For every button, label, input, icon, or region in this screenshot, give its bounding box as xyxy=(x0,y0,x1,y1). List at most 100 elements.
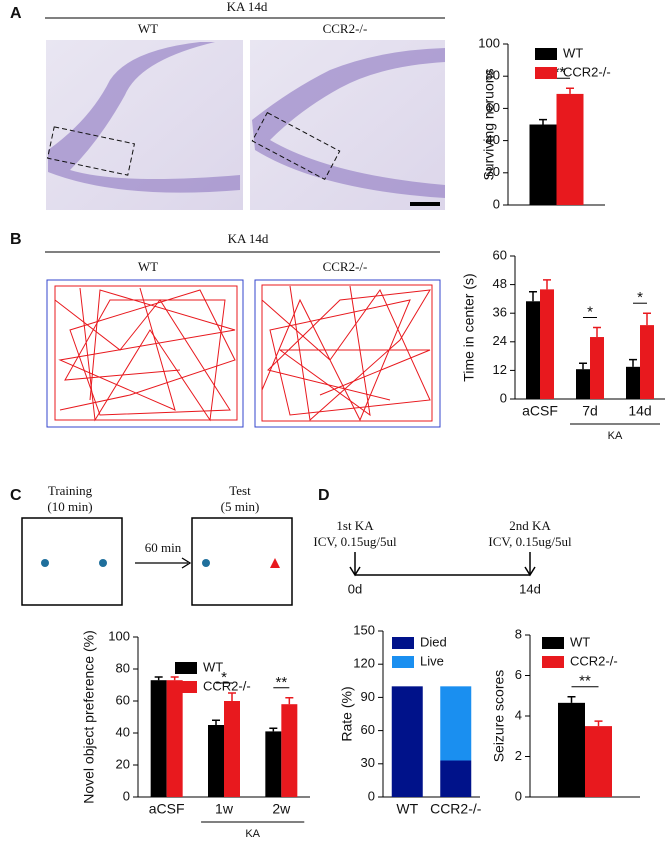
error-bar xyxy=(593,326,601,338)
y-tick-label: 20 xyxy=(486,164,500,179)
y-tick-label: 12 xyxy=(493,362,507,377)
significance-label: * xyxy=(637,289,643,306)
timeline-text: 1st KA xyxy=(336,518,374,533)
y-tick-label: 30 xyxy=(361,755,375,770)
y-tick-label: 48 xyxy=(493,276,507,291)
error-bar xyxy=(579,362,587,370)
y-tick-label: 40 xyxy=(116,724,130,739)
error-bar xyxy=(629,358,637,367)
timeline-text: ICV, 0.15ug/5ul xyxy=(313,534,397,549)
diagram-text: (10 min) xyxy=(47,499,92,514)
y-tick-label: 0 xyxy=(123,788,130,803)
y-tick-label: 120 xyxy=(353,656,375,671)
y-tick-label: 2 xyxy=(515,748,522,763)
error-bar xyxy=(529,291,537,302)
legend-label: CCR2-/- xyxy=(203,678,251,693)
bar xyxy=(529,124,557,205)
image-label: CCR2-/- xyxy=(323,21,368,36)
y-tick-label: 100 xyxy=(478,35,500,50)
legend-swatch xyxy=(535,48,557,60)
legend-swatch xyxy=(392,656,414,668)
timeline-text: 2nd KA xyxy=(509,518,551,533)
error-bar xyxy=(269,727,278,732)
group-label: KA xyxy=(245,828,260,840)
y-tick-label: 0 xyxy=(500,390,507,405)
significance-label: * xyxy=(221,669,227,686)
legend-label: CCR2-/- xyxy=(570,653,618,668)
error-bar xyxy=(594,720,603,727)
y-tick-label: 80 xyxy=(486,68,500,83)
legend-label: Live xyxy=(420,653,444,668)
y-tick-label: 40 xyxy=(486,132,500,147)
x-tick-label: aCSF xyxy=(522,403,558,419)
image-title: KA 14d xyxy=(228,231,269,246)
bar-segment xyxy=(440,686,472,761)
group-label: KA xyxy=(608,430,623,442)
bar xyxy=(224,701,240,797)
x-tick-label: WT xyxy=(396,801,418,817)
y-tick-label: 60 xyxy=(361,722,375,737)
bar-segment xyxy=(440,760,472,797)
panel-label: D xyxy=(318,487,330,504)
legend-swatch xyxy=(535,67,557,79)
error-bar xyxy=(566,87,574,94)
timeline-text: ICV, 0.15ug/5ul xyxy=(488,534,572,549)
y-tick-label: 60 xyxy=(486,100,500,115)
track-plots xyxy=(46,279,441,428)
x-tick-label: aCSF xyxy=(149,801,185,817)
significance-label: ** xyxy=(275,674,287,691)
bar xyxy=(166,680,183,797)
y-tick-label: 0 xyxy=(493,196,500,211)
error-bar xyxy=(539,118,547,125)
image-label: WT xyxy=(138,259,158,274)
image-label: WT xyxy=(138,21,158,36)
y-tick-label: 8 xyxy=(515,626,522,641)
error-bar xyxy=(643,312,651,326)
x-tick-label: 2w xyxy=(272,801,291,817)
y-tick-label: 6 xyxy=(515,667,522,682)
y-tick-label: 36 xyxy=(493,305,507,320)
bar xyxy=(556,93,584,205)
novel-object-diagram: Training (10 min) 60 min Test (5 min) xyxy=(21,483,293,606)
diagram-text: Training xyxy=(48,483,93,498)
legend-label: WT xyxy=(563,45,583,60)
y-tick-label: 150 xyxy=(353,622,375,637)
diagram-text: Test xyxy=(229,483,251,498)
y-axis-label: Rate (%) xyxy=(339,686,355,741)
y-tick-label: 60 xyxy=(493,247,507,262)
y-tick-label: 20 xyxy=(116,756,130,771)
diagram-text: 60 min xyxy=(145,540,182,555)
y-axis-label: Surviving neruons xyxy=(481,68,497,180)
panel-label: C xyxy=(10,487,22,504)
error-bar xyxy=(212,719,220,725)
y-tick-label: 0 xyxy=(368,788,375,803)
panel-label: B xyxy=(10,231,22,248)
diagram-text: (5 min) xyxy=(221,499,260,514)
error-bar xyxy=(154,676,163,681)
legend-label: WT xyxy=(570,634,590,649)
legend-swatch xyxy=(542,656,564,668)
bar xyxy=(540,289,554,399)
bar xyxy=(265,731,282,797)
y-tick-label: 60 xyxy=(116,692,130,707)
y-tick-label: 4 xyxy=(515,707,522,722)
significance-label: ** xyxy=(579,673,591,690)
bar xyxy=(626,366,640,399)
bar xyxy=(526,301,540,399)
y-axis-label: Novel object preference (%) xyxy=(81,630,97,804)
y-axis-label: Seizure scores xyxy=(491,670,507,763)
y-tick-label: 80 xyxy=(116,660,130,675)
legend-label: CCR2-/- xyxy=(563,64,611,79)
y-tick-label: 24 xyxy=(493,333,507,348)
histology-images xyxy=(46,40,445,210)
image-title: KA 14d xyxy=(227,0,268,14)
timeline-text: 0d xyxy=(348,581,362,596)
error-bar xyxy=(228,692,236,701)
bar-segment xyxy=(391,686,423,797)
error-bar xyxy=(543,279,551,290)
bar xyxy=(150,680,167,797)
legend-swatch xyxy=(175,681,197,693)
y-tick-label: 100 xyxy=(108,628,130,643)
x-tick-label: CCR2-/- xyxy=(430,801,482,817)
